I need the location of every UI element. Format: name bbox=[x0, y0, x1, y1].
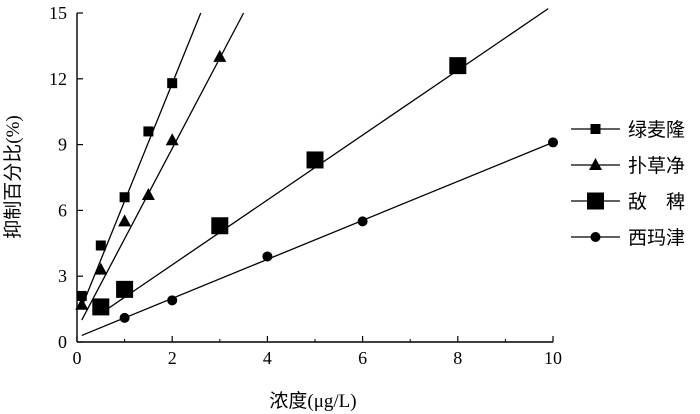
data-point-series-1 bbox=[76, 290, 87, 301]
legend-label: 扑草净 bbox=[628, 155, 685, 177]
legend-label: 敌 稗 bbox=[628, 191, 685, 213]
data-point-series-2 bbox=[141, 188, 155, 201]
data-point-series-3 bbox=[92, 298, 110, 316]
fit-line-4 bbox=[81, 141, 554, 337]
data-point-series-2 bbox=[165, 133, 179, 146]
y-tick-label: 9 bbox=[58, 135, 67, 155]
fit-line-3 bbox=[100, 8, 549, 315]
data-point-series-1 bbox=[143, 126, 154, 137]
data-point-series-1 bbox=[167, 78, 178, 89]
y-tick-label: 12 bbox=[49, 69, 67, 89]
y-tick-label: 6 bbox=[58, 200, 67, 220]
y-tick-label: 0 bbox=[58, 332, 67, 352]
x-tick-label: 4 bbox=[263, 348, 272, 368]
data-point-series-1 bbox=[95, 240, 106, 251]
legend-marker bbox=[590, 232, 601, 242]
data-point-series-2 bbox=[118, 214, 132, 227]
x-tick-label: 8 bbox=[453, 348, 462, 368]
data-point-series-2 bbox=[94, 262, 108, 275]
fit-line-1 bbox=[81, 12, 202, 308]
y-tick-label: 3 bbox=[58, 266, 67, 286]
data-point-series-3 bbox=[116, 280, 134, 298]
y-axis-label: 抑制百分比(%) bbox=[2, 115, 24, 238]
data-points bbox=[75, 49, 558, 323]
x-tick-label: 10 bbox=[544, 348, 562, 368]
x-tick-label: 0 bbox=[73, 348, 82, 368]
y-tick-label: 15 bbox=[49, 3, 67, 23]
legend-marker bbox=[589, 158, 602, 170]
legend-marker bbox=[590, 124, 601, 134]
data-point-series-3 bbox=[449, 57, 467, 75]
fit-line-2 bbox=[81, 12, 245, 321]
x-axis-label: 浓度(μg/L) bbox=[269, 390, 356, 412]
legend-label: 西玛津 bbox=[628, 227, 685, 249]
data-point-series-4 bbox=[167, 295, 178, 306]
x-tick-label: 2 bbox=[168, 348, 177, 368]
data-point-series-2 bbox=[213, 49, 227, 62]
legend-label: 绿麦隆 bbox=[628, 119, 685, 141]
data-point-series-4 bbox=[119, 312, 130, 323]
data-point-series-2 bbox=[75, 297, 89, 310]
fit-lines bbox=[81, 8, 554, 337]
axes: 0 2 4 6 8 10 0 3 6 9 12 15 bbox=[49, 3, 562, 368]
data-point-series-1 bbox=[119, 192, 130, 203]
data-point-series-4 bbox=[548, 137, 558, 148]
data-point-series-3 bbox=[306, 151, 324, 169]
data-point-series-4 bbox=[262, 251, 273, 262]
data-point-series-4 bbox=[357, 216, 368, 227]
data-point-series-3 bbox=[211, 217, 229, 235]
legend-marker bbox=[587, 192, 604, 210]
x-tick-label: 6 bbox=[358, 348, 367, 368]
